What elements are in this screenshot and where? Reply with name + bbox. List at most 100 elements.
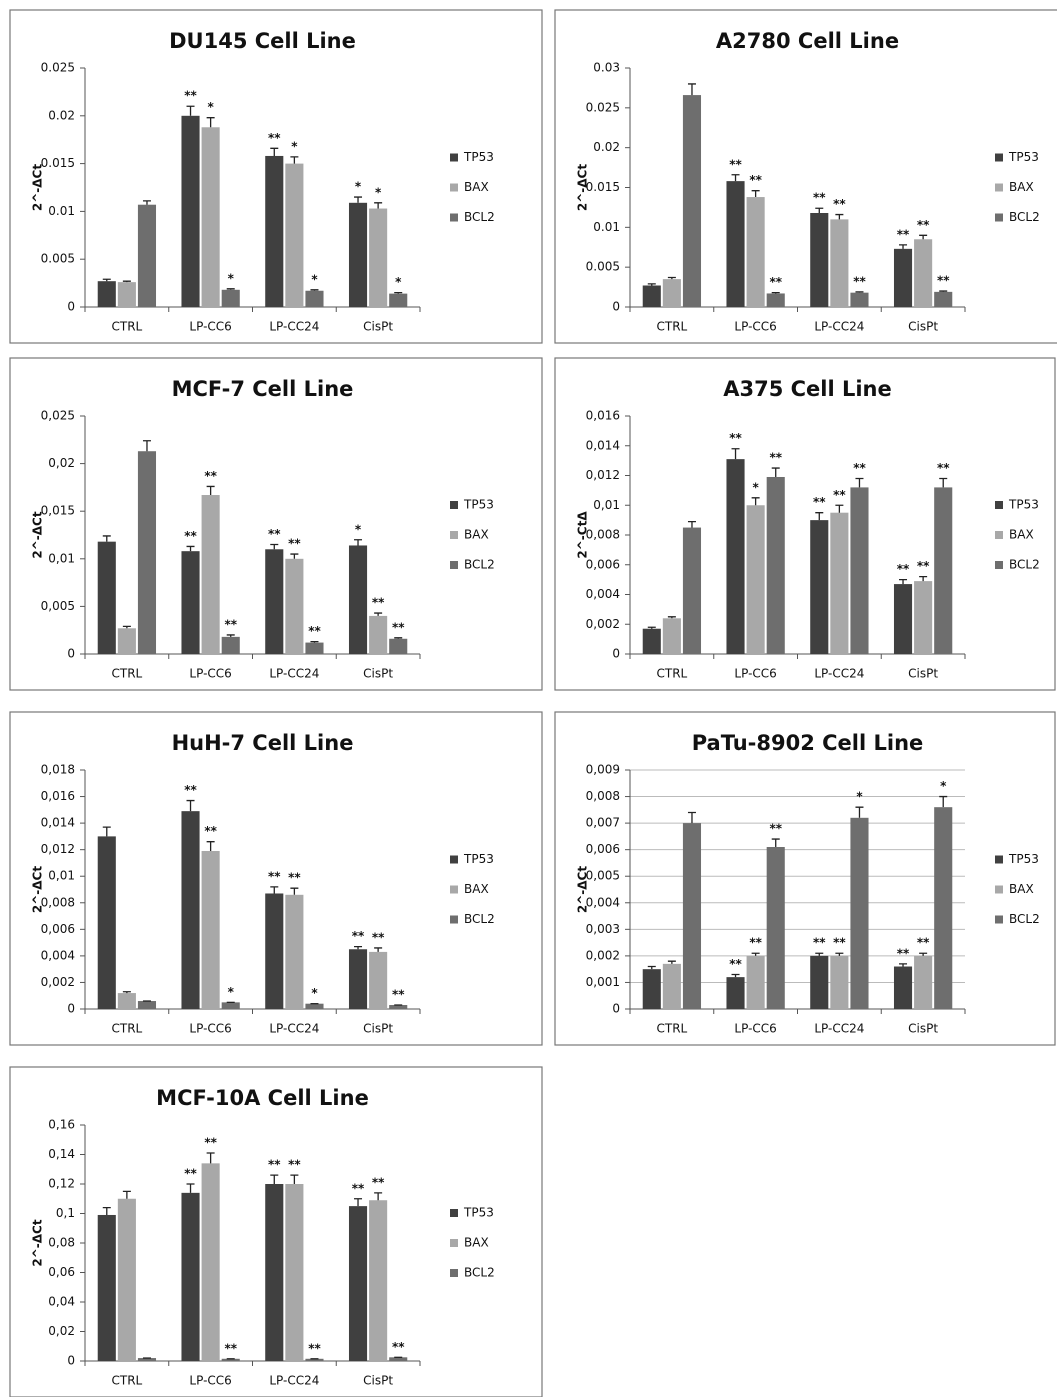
- significance-mark: *: [856, 790, 863, 804]
- error-bar: [374, 202, 383, 209]
- error-bar: [374, 947, 383, 952]
- bar: [914, 955, 933, 1009]
- error-bar: [102, 826, 111, 837]
- y-tick-label: 0,002: [586, 617, 620, 631]
- bar: [726, 181, 745, 307]
- bar: [810, 520, 829, 654]
- error-bar: [771, 292, 780, 294]
- y-axis-label: 2^-ΔCt: [31, 511, 45, 558]
- bar: [348, 202, 368, 307]
- error-bar: [142, 200, 151, 205]
- x-tick-label: LP-CC24: [269, 1374, 319, 1388]
- y-tick-label: 0,02: [48, 456, 75, 470]
- significance-mark: **: [204, 469, 217, 483]
- x-tick-label: CisPt: [908, 320, 938, 334]
- chart-title: A375 Cell Line: [723, 377, 892, 401]
- y-tick-label: 0,002: [586, 948, 620, 962]
- y-tick-label: 0,008: [586, 528, 620, 542]
- y-axis-label: 2^-ΔCt: [576, 866, 590, 913]
- error-bar: [667, 276, 676, 280]
- legend-label: BCL2: [464, 558, 495, 572]
- significance-mark: **: [352, 1181, 365, 1195]
- significance-mark: **: [897, 562, 910, 576]
- bar: [221, 1002, 240, 1009]
- x-tick-label: CisPt: [363, 1374, 393, 1388]
- error-bar: [939, 290, 948, 292]
- bar: [285, 558, 304, 654]
- bar: [305, 290, 324, 307]
- legend-label: BCL2: [1009, 912, 1040, 926]
- x-tick-label: CTRL: [657, 667, 688, 681]
- y-tick-label: 0: [67, 647, 75, 661]
- legend-label: TP53: [1008, 852, 1039, 866]
- bar: [682, 95, 702, 307]
- y-tick-label: 0,009: [586, 763, 620, 777]
- bar: [810, 955, 829, 1009]
- y-tick-label: 0.005: [41, 252, 75, 266]
- significance-mark: **: [813, 191, 826, 205]
- error-bar: [647, 283, 656, 286]
- legend-label: BCL2: [1009, 558, 1040, 572]
- significance-mark: **: [184, 783, 197, 797]
- y-tick-label: 0,025: [41, 409, 75, 423]
- y-tick-label: 0.02: [48, 108, 75, 122]
- bar: [726, 977, 745, 1009]
- bar: [682, 823, 702, 1009]
- bar: [265, 893, 284, 1009]
- y-tick-label: 0,012: [586, 468, 620, 482]
- error-bar: [102, 1206, 111, 1215]
- significance-mark: **: [897, 946, 910, 960]
- x-tick-label: CTRL: [112, 1022, 143, 1036]
- bar: [642, 969, 661, 1009]
- bar: [265, 1184, 284, 1361]
- significance-mark: **: [268, 1158, 281, 1172]
- bar: [934, 807, 953, 1009]
- error-bar: [687, 520, 696, 528]
- y-tick-label: 0,003: [586, 922, 620, 936]
- legend-swatch: [450, 1209, 458, 1217]
- y-tick-label: 0: [67, 1354, 75, 1368]
- significance-mark: **: [288, 1158, 301, 1172]
- error-bar: [354, 945, 363, 950]
- chart-title: MCF-10A Cell Line: [156, 1086, 369, 1110]
- bar: [305, 1358, 324, 1361]
- y-tick-label: 0,004: [41, 948, 75, 962]
- x-tick-label: CisPt: [363, 667, 393, 681]
- bar: [117, 1198, 136, 1361]
- bar: [893, 966, 913, 1009]
- bar: [285, 1184, 304, 1361]
- significance-mark: **: [308, 1341, 321, 1355]
- error-bar: [206, 117, 215, 128]
- error-bar: [186, 105, 195, 116]
- error-bar: [899, 244, 908, 249]
- chart-title: MCF-7 Cell Line: [172, 377, 354, 401]
- bar: [181, 1192, 200, 1361]
- bar: [389, 293, 408, 307]
- y-tick-label: 0: [612, 300, 620, 314]
- y-tick-label: 0: [67, 300, 75, 314]
- x-tick-label: CTRL: [112, 1374, 143, 1388]
- bar: [389, 1005, 408, 1009]
- chart-title: A2780 Cell Line: [716, 29, 899, 53]
- error-bar: [310, 640, 319, 643]
- bar: [305, 1003, 324, 1009]
- bar: [934, 291, 953, 307]
- error-bar: [290, 553, 299, 559]
- significance-mark: **: [937, 274, 950, 288]
- significance-mark: **: [853, 274, 866, 288]
- y-tick-label: 0.015: [586, 180, 620, 194]
- bar: [642, 285, 661, 307]
- y-tick-label: 0,01: [48, 551, 75, 565]
- x-tick-label: LP-CC6: [189, 1374, 231, 1388]
- error-bar: [919, 576, 928, 582]
- error-bar: [815, 952, 824, 956]
- bar: [181, 551, 200, 654]
- bar: [830, 955, 849, 1009]
- bar: [117, 282, 136, 307]
- bar: [285, 894, 304, 1009]
- error-bar: [771, 467, 780, 477]
- legend-label: TP53: [463, 1206, 494, 1220]
- bar: [766, 293, 785, 307]
- bar: [830, 219, 849, 307]
- error-bar: [122, 991, 131, 994]
